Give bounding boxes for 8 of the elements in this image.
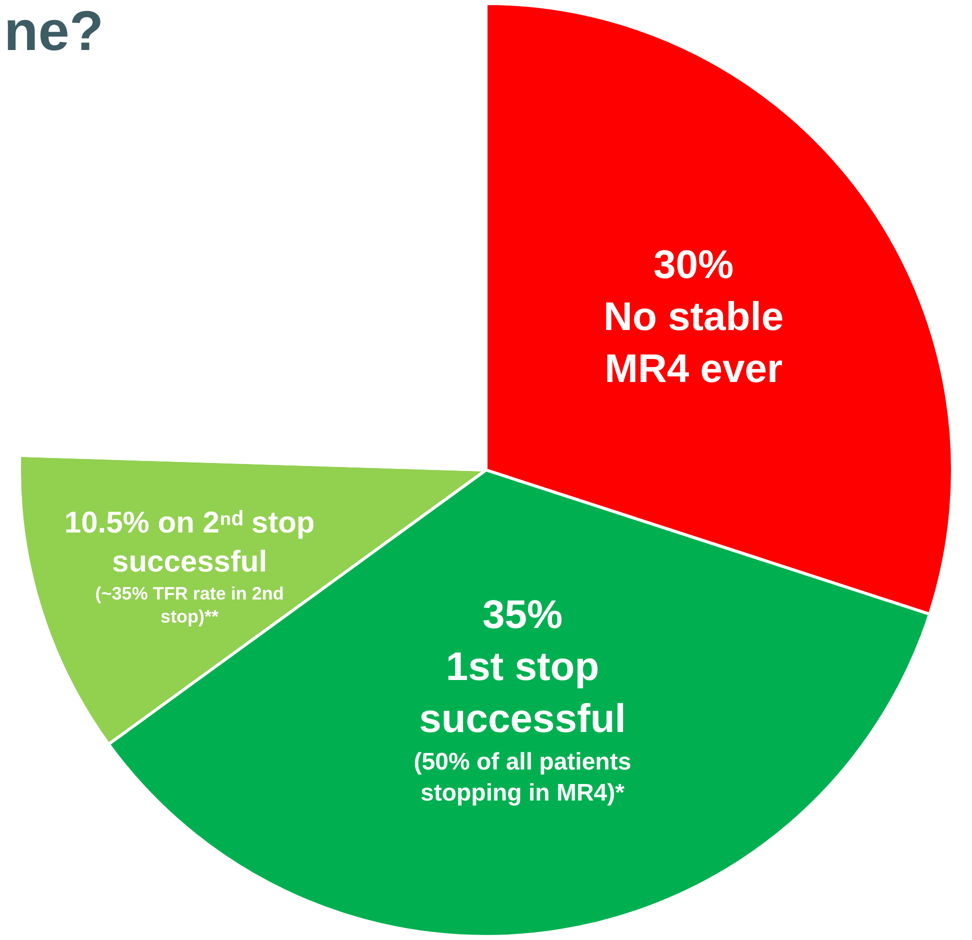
data-label: 35% [482, 593, 563, 638]
slice-label: No stable MR4 ever [604, 295, 784, 392]
chart-title: ne? [4, 0, 104, 62]
text: (50% of all patients stopping in MR4)* [414, 748, 632, 807]
data-label: 30% [654, 243, 734, 288]
slice-label: 1st stop successful [419, 645, 626, 742]
text: (~35% TFR rate in 2nd stop)** [95, 583, 284, 627]
slice-label: 10.5% on 2ⁿᵈ stop successful [64, 506, 315, 578]
